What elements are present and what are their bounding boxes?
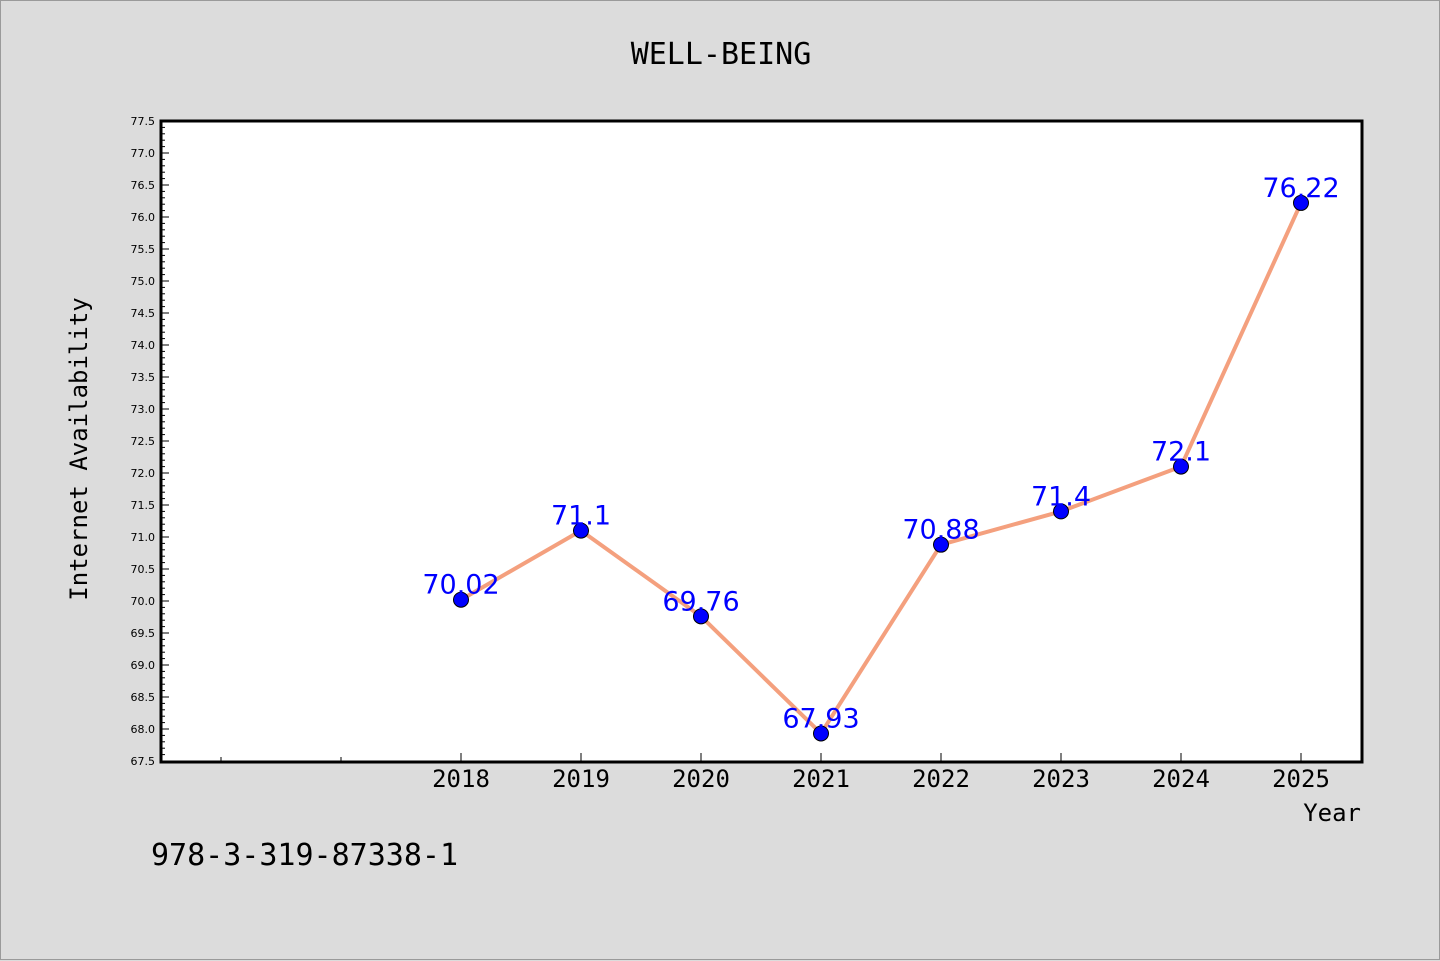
data-point xyxy=(453,591,469,608)
y-tick-label: 73.0 xyxy=(131,403,156,416)
y-tick-label: 75.0 xyxy=(131,275,156,288)
y-tick-label: 67.5 xyxy=(131,755,156,768)
y-tick-label: 77.0 xyxy=(131,147,156,160)
y-tick-label: 77.5 xyxy=(131,115,156,128)
x-tick-label: 2019 xyxy=(552,765,610,793)
chart-title: WELL-BEING xyxy=(631,37,812,72)
y-tick-label: 74.5 xyxy=(131,307,156,320)
y-tick-label: 76.5 xyxy=(131,179,156,192)
y-axis: 67.5 68.0 68.5 69.0 69.5 70.0 70.5 71.0 71.5 72.0… xyxy=(131,115,169,768)
data-label: 71.4 xyxy=(1031,481,1091,512)
data-label: 69.76 xyxy=(662,586,739,617)
y-tick-label: 71.5 xyxy=(131,499,156,512)
y-tick-label: 73.5 xyxy=(131,371,156,384)
data-label: 67.93 xyxy=(782,703,859,734)
y-tick-label: 71.0 xyxy=(131,531,156,544)
data-point xyxy=(1053,503,1069,520)
y-tick-label: 69.0 xyxy=(131,659,156,672)
data-point xyxy=(573,522,589,539)
x-axis: 2018 2019 2020 2021 2022 2023 2024 2025 xyxy=(220,753,1330,793)
data-point xyxy=(693,608,709,625)
y-tick-label: 68.0 xyxy=(131,723,156,736)
data-point xyxy=(1293,194,1309,211)
y-tick-label: 72.5 xyxy=(131,435,156,448)
series-line xyxy=(459,200,1303,736)
x-tick-label: 2022 xyxy=(912,765,970,793)
data-point xyxy=(813,725,829,742)
data-label: 70.88 xyxy=(902,515,979,546)
plot-area xyxy=(159,119,1364,764)
data-label: 71.1 xyxy=(551,501,611,532)
y-tick-label: 76.0 xyxy=(131,211,156,224)
x-tick-label: 2018 xyxy=(432,765,490,793)
data-label: 76.22 xyxy=(1262,173,1339,204)
x-tick-label: 2024 xyxy=(1152,765,1210,793)
series-layer xyxy=(453,194,1309,742)
data-label: 70.02 xyxy=(422,570,499,601)
y-tick-label: 72.0 xyxy=(131,467,156,480)
x-tick-label: 2023 xyxy=(1032,765,1090,793)
x-axis-label: Year xyxy=(1303,799,1361,827)
data-point xyxy=(933,536,949,553)
data-point xyxy=(1173,458,1189,475)
x-tick-label: 2021 xyxy=(792,765,850,793)
footer-id-text: 978-3-319-87338-1 xyxy=(151,838,458,873)
x-tick-label: 2020 xyxy=(672,765,730,793)
x-tick-label: 2025 xyxy=(1272,765,1330,793)
y-tick-label: 70.5 xyxy=(131,563,156,576)
data-label: 72.1 xyxy=(1151,437,1211,468)
y-axis-label: Internet Availability xyxy=(65,297,93,600)
y-tick-label: 69.5 xyxy=(131,627,156,640)
y-tick-label: 74.0 xyxy=(131,339,156,352)
y-tick-label: 68.5 xyxy=(131,691,156,704)
data-labels-layer: 70.02 71.1 69.76 67.93 70.88 71.4 72.1 76.22 xyxy=(422,173,1339,735)
y-tick-label: 70.0 xyxy=(131,595,156,608)
y-tick-label: 75.5 xyxy=(131,243,156,256)
